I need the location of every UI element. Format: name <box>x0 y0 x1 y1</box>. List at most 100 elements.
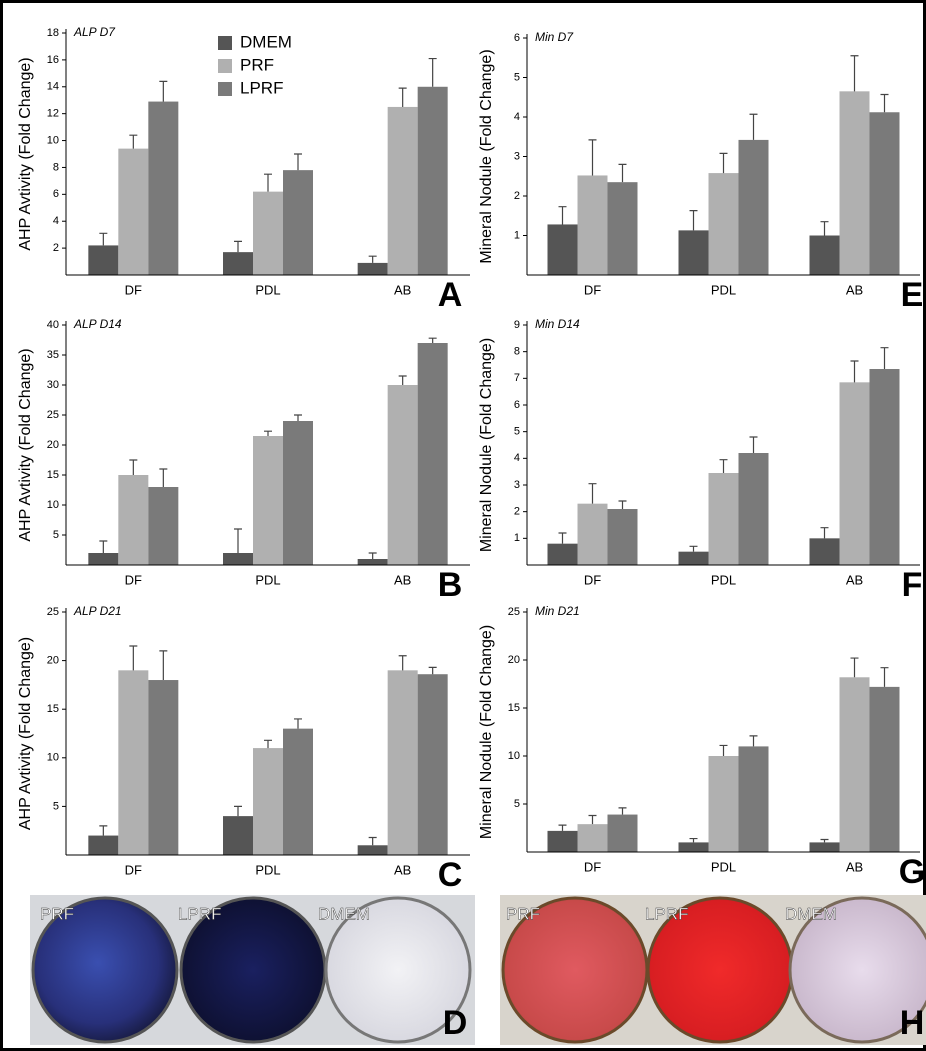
bar <box>253 748 283 855</box>
bar <box>118 670 148 855</box>
error-bar <box>690 546 698 551</box>
photo-label: LPRF <box>645 904 688 923</box>
legend-swatch <box>218 82 232 96</box>
y-axis-label: AHP Avtivity (Fold Change) <box>17 57 34 250</box>
error-bar <box>720 460 728 473</box>
y-tick-label: 9 <box>514 319 520 331</box>
error-bar <box>294 415 302 421</box>
bar <box>548 544 578 565</box>
bar <box>223 553 253 565</box>
error-bar <box>99 826 107 836</box>
bar <box>388 670 418 855</box>
bar <box>148 680 178 855</box>
error-bar <box>369 256 377 263</box>
x-tick-label: AB <box>394 282 411 297</box>
x-tick-label: AB <box>846 859 863 874</box>
y-tick-label: 40 <box>47 319 59 331</box>
panel-label: C <box>438 856 463 894</box>
error-bar <box>234 529 242 553</box>
error-bar <box>559 825 567 831</box>
error-bar <box>264 431 272 436</box>
panel-label: B <box>438 566 463 604</box>
error-bar <box>264 740 272 748</box>
error-bar <box>294 154 302 170</box>
y-tick-label: 20 <box>47 655 59 667</box>
bar <box>388 107 418 275</box>
error-bar <box>750 736 758 747</box>
panel-label: H <box>900 1004 925 1042</box>
y-tick-label: 3 <box>514 150 520 162</box>
error-bar <box>589 816 597 825</box>
chart: 510152025303540DFPDLABALP D14AHP Avtivit… <box>17 317 470 604</box>
bar <box>358 263 388 275</box>
bar <box>88 553 118 565</box>
y-tick-label: 2 <box>514 506 520 518</box>
y-tick-label: 5 <box>514 798 520 810</box>
bar <box>358 559 388 565</box>
chart: 24681012141618DFPDLABALP D7AHP Avtivity … <box>17 25 470 314</box>
chart-title: ALP D21 <box>73 604 122 618</box>
bar <box>223 252 253 275</box>
error-bar <box>720 745 728 756</box>
bar <box>709 173 739 275</box>
bar <box>578 824 608 852</box>
y-tick-label: 4 <box>514 452 520 464</box>
y-axis-label: Mineral Nodule (Fold Change) <box>478 49 495 263</box>
y-tick-label: 20 <box>47 439 59 451</box>
error-bar <box>369 553 377 559</box>
error-bar <box>559 533 567 544</box>
bar <box>253 192 283 275</box>
error-bar <box>720 153 728 173</box>
bar <box>88 836 118 855</box>
error-bar <box>619 808 627 815</box>
legend-swatch <box>218 59 232 73</box>
x-tick-label: AB <box>846 282 863 297</box>
error-bar <box>429 667 437 674</box>
y-tick-label: 3 <box>514 479 520 491</box>
y-tick-label: 6 <box>514 399 520 411</box>
error-bar <box>619 164 627 182</box>
x-tick-label: DF <box>125 862 142 877</box>
photo-plate-d <box>30 895 475 1045</box>
bar <box>148 102 178 275</box>
y-tick-label: 14 <box>47 81 59 93</box>
error-bar <box>129 646 137 670</box>
bar <box>253 436 283 565</box>
error-bar <box>429 59 437 87</box>
bar <box>840 91 870 275</box>
bar <box>709 473 739 565</box>
x-tick-label: AB <box>846 572 863 587</box>
error-bar <box>159 651 167 680</box>
panel-label: G <box>899 853 925 891</box>
error-bar <box>399 376 407 385</box>
bar <box>578 504 608 565</box>
bar <box>223 816 253 855</box>
error-bar <box>399 656 407 671</box>
y-axis-label: AHP Avtivity (Fold Change) <box>17 637 34 830</box>
error-bar <box>750 437 758 453</box>
bar <box>283 170 313 275</box>
y-tick-label: 15 <box>47 703 59 715</box>
bar <box>548 224 578 275</box>
y-tick-label: 35 <box>47 349 59 361</box>
bar <box>739 746 769 852</box>
y-tick-label: 4 <box>514 111 520 123</box>
y-tick-label: 25 <box>47 409 59 421</box>
error-bar <box>750 114 758 140</box>
bar <box>283 421 313 565</box>
bar <box>840 677 870 852</box>
error-bar <box>129 460 137 475</box>
error-bar <box>129 135 137 148</box>
photo-label: PRF <box>506 904 540 923</box>
error-bar <box>851 658 859 677</box>
y-tick-label: 5 <box>53 529 59 541</box>
panel-label: A <box>438 276 463 314</box>
bar <box>870 687 900 852</box>
y-tick-label: 12 <box>47 108 59 120</box>
y-tick-label: 15 <box>508 702 520 714</box>
error-bar <box>881 348 889 369</box>
y-tick-label: 7 <box>514 372 520 384</box>
x-tick-label: PDL <box>711 572 736 587</box>
chart-title: ALP D14 <box>73 317 122 331</box>
